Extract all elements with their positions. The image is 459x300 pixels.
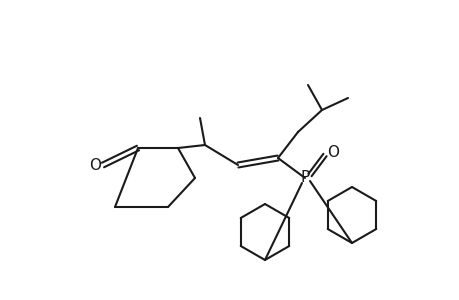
Text: O: O [89,158,101,172]
Text: O: O [326,145,338,160]
Text: P: P [300,170,309,185]
